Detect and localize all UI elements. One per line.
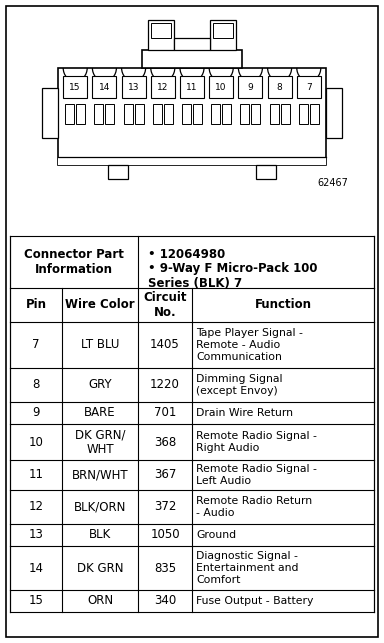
Text: 12: 12	[28, 500, 43, 514]
Bar	[58, 68, 326, 165]
Text: 368: 368	[154, 435, 176, 449]
Text: 1050: 1050	[150, 529, 180, 541]
Text: Tape Player Signal -
Remote - Audio
Communication: Tape Player Signal - Remote - Audio Comm…	[196, 329, 303, 361]
Text: Pin: Pin	[25, 298, 46, 311]
Text: 13: 13	[128, 82, 139, 91]
Text: Remote Radio Signal -
Left Audio: Remote Radio Signal - Left Audio	[196, 464, 317, 486]
Text: 13: 13	[28, 529, 43, 541]
Bar	[213, 23, 233, 38]
Bar	[252, 104, 260, 124]
Bar	[108, 165, 128, 179]
Bar	[211, 104, 220, 124]
Bar	[63, 76, 87, 98]
Bar	[105, 104, 114, 124]
Text: 11: 11	[28, 469, 43, 482]
Text: ORN: ORN	[87, 595, 113, 608]
Bar	[93, 76, 116, 98]
Bar	[135, 104, 144, 124]
Text: Remote Radio Return
- Audio: Remote Radio Return - Audio	[196, 496, 312, 518]
Bar	[310, 104, 319, 124]
Text: 9: 9	[32, 406, 40, 419]
Text: BLK: BLK	[89, 529, 111, 541]
Bar	[151, 23, 171, 38]
Text: 7: 7	[32, 338, 40, 352]
Text: • 12064980: • 12064980	[148, 248, 225, 261]
Text: 10: 10	[28, 435, 43, 449]
Text: Circuit
No.: Circuit No.	[143, 291, 187, 319]
Bar	[42, 88, 58, 138]
Bar	[240, 104, 249, 124]
Bar	[174, 38, 210, 50]
Bar	[182, 104, 191, 124]
Bar	[256, 165, 276, 179]
Bar	[193, 104, 202, 124]
Text: 8: 8	[277, 82, 283, 91]
Bar	[76, 104, 85, 124]
Text: Function: Function	[255, 298, 311, 311]
Bar	[164, 104, 173, 124]
Bar	[297, 76, 321, 98]
Bar	[153, 104, 162, 124]
Bar	[299, 104, 308, 124]
Text: 372: 372	[154, 500, 176, 514]
Text: 10: 10	[215, 82, 227, 91]
Text: 8: 8	[32, 379, 40, 392]
Bar	[122, 76, 146, 98]
Text: Dimming Signal
(except Envoy): Dimming Signal (except Envoy)	[196, 374, 283, 396]
Text: 835: 835	[154, 561, 176, 574]
Bar	[94, 104, 103, 124]
Text: BRN/WHT: BRN/WHT	[72, 469, 128, 482]
Text: 340: 340	[154, 595, 176, 608]
Text: GRY: GRY	[88, 379, 112, 392]
Text: LT BLU: LT BLU	[81, 338, 119, 352]
Text: Wire Color: Wire Color	[65, 298, 135, 311]
Bar	[281, 104, 290, 124]
Text: Diagnostic Signal -
Entertainment and
Comfort: Diagnostic Signal - Entertainment and Co…	[196, 552, 298, 584]
Bar	[151, 76, 175, 98]
Bar	[209, 76, 233, 98]
Text: BARE: BARE	[84, 406, 116, 419]
Text: 12: 12	[157, 82, 169, 91]
Text: 14: 14	[28, 561, 43, 574]
Bar	[268, 76, 291, 98]
Text: 9: 9	[248, 82, 253, 91]
Text: 7: 7	[306, 82, 312, 91]
Bar	[326, 88, 342, 138]
Text: Remote Radio Signal -
Right Audio: Remote Radio Signal - Right Audio	[196, 431, 317, 453]
Bar	[142, 50, 242, 68]
Text: 15: 15	[70, 82, 81, 91]
Text: 11: 11	[186, 82, 198, 91]
Text: Drain Wire Return: Drain Wire Return	[196, 408, 293, 418]
Text: • 9-Way F Micro-Pack 100
Series (BLK) 7: • 9-Way F Micro-Pack 100 Series (BLK) 7	[148, 262, 318, 290]
Bar	[148, 20, 174, 50]
Bar	[238, 76, 262, 98]
Bar	[210, 20, 236, 50]
Text: 367: 367	[154, 469, 176, 482]
Text: 701: 701	[154, 406, 176, 419]
Text: BLK/ORN: BLK/ORN	[74, 500, 126, 514]
Text: 62467: 62467	[317, 178, 348, 188]
Text: DK GRN/
WHT: DK GRN/ WHT	[75, 428, 125, 456]
Text: 15: 15	[28, 595, 43, 608]
Bar	[270, 104, 279, 124]
Text: 1405: 1405	[150, 338, 180, 352]
Text: Ground: Ground	[196, 530, 236, 540]
Text: 1220: 1220	[150, 379, 180, 392]
Bar	[65, 104, 74, 124]
Bar	[222, 104, 231, 124]
Bar	[180, 76, 204, 98]
Text: Fuse Output - Battery: Fuse Output - Battery	[196, 596, 313, 606]
Bar	[124, 104, 132, 124]
Bar	[58, 157, 326, 165]
Text: Connector Part
Information: Connector Part Information	[24, 248, 124, 276]
Text: 14: 14	[99, 82, 110, 91]
Text: DK GRN: DK GRN	[77, 561, 123, 574]
